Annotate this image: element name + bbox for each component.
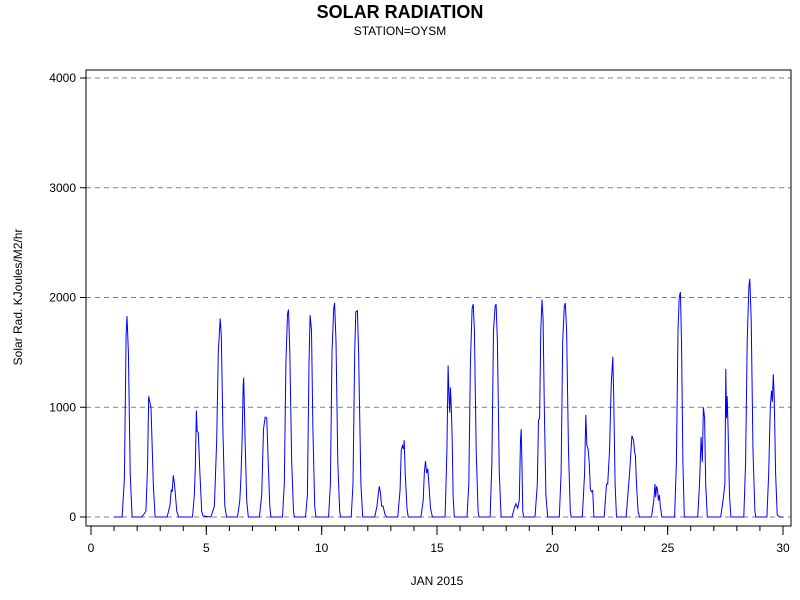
axis-layer: 0 1000 2000 3000 4000 0 5 10 15 20 25 30 (49, 71, 790, 555)
x-tick-label: 5 (203, 541, 210, 555)
x-tick-label: 20 (546, 541, 560, 555)
y-tick-label: 1000 (49, 400, 76, 414)
x-tick-label: 10 (315, 541, 329, 555)
y-tick-label: 0 (69, 510, 76, 524)
x-tick-label: 25 (661, 541, 675, 555)
series-line (114, 278, 783, 518)
y-tick-label: 2000 (49, 291, 76, 305)
grid-layer (86, 77, 791, 518)
y-tick-label: 4000 (49, 71, 76, 85)
chart-subtitle: STATION=OYSM (353, 24, 447, 38)
x-tick-label: 15 (430, 541, 444, 555)
y-axis-label: Solar Rad. KJoules/M2/hr (11, 229, 25, 366)
x-tick-label: 30 (776, 541, 790, 555)
x-axis-label: JAN 2015 (411, 574, 464, 588)
y-tick-label: 3000 (49, 181, 76, 195)
x-tick-label: 0 (88, 541, 95, 555)
chart-title: SOLAR RADIATION (316, 2, 484, 22)
